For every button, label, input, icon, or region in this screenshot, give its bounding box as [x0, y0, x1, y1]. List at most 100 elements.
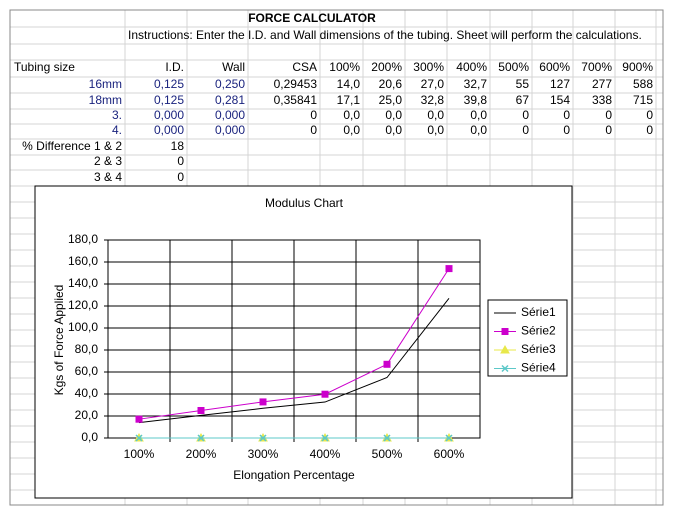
cell: 0,0	[385, 123, 402, 137]
cell: 0	[605, 123, 612, 137]
column-header: CSA	[292, 60, 317, 74]
cell: 18	[171, 139, 185, 153]
row-label: 16mm	[89, 77, 122, 91]
row-label: 3.	[112, 108, 122, 122]
cell: 0	[522, 123, 529, 137]
column-header: 600%	[539, 60, 570, 74]
cell: 0,0	[470, 123, 487, 137]
cell: 0,0	[343, 108, 360, 122]
x-tick-label: 400%	[310, 447, 341, 461]
cell: 0,0	[427, 108, 444, 122]
cell: 0,000	[154, 123, 184, 137]
x-tick-label: 100%	[124, 447, 155, 461]
cell: 0	[177, 170, 184, 184]
marker	[445, 265, 453, 273]
legend-label: Série1	[521, 305, 556, 319]
x-tick-label: 300%	[248, 447, 279, 461]
y-tick-label: 100,0	[68, 320, 98, 334]
y-tick-label: 120,0	[68, 298, 98, 312]
cell: 0,281	[215, 93, 245, 107]
cell: 0,125	[154, 93, 184, 107]
column-header: 500%	[498, 60, 529, 74]
cell: 0,0	[470, 108, 487, 122]
x-axis-label: Elongation Percentage	[233, 468, 355, 482]
cell: 277	[592, 77, 612, 91]
row-label: % Difference 1 & 2	[22, 139, 122, 153]
cell: 0,125	[154, 77, 184, 91]
column-header: 700%	[581, 60, 612, 74]
cell: 0	[646, 108, 653, 122]
x-tick-label: 500%	[372, 447, 403, 461]
cell: 0	[563, 123, 570, 137]
cell: 0,35841	[274, 93, 318, 107]
cell: 0	[563, 108, 570, 122]
instructions: Instructions: Enter the I.D. and Wall di…	[128, 28, 642, 42]
row-label: 2 & 3	[94, 154, 122, 168]
cell: 0,0	[427, 123, 444, 137]
cell: 27,0	[421, 77, 445, 91]
y-tick-label: 20,0	[75, 408, 99, 422]
column-header: Tubing size	[14, 60, 75, 74]
cell: 588	[633, 77, 653, 91]
row-label: 18mm	[89, 93, 122, 107]
cell: 32,8	[421, 93, 445, 107]
legend-label: Série2	[521, 324, 556, 338]
cell: 0,0	[343, 123, 360, 137]
cell: 0	[310, 108, 317, 122]
cell: 14,0	[337, 77, 361, 91]
legend-label: Série4	[521, 361, 556, 375]
cell: 0	[605, 108, 612, 122]
cell: 154	[550, 93, 570, 107]
cell: 0	[522, 108, 529, 122]
cell: 55	[516, 77, 530, 91]
cell: 0	[646, 123, 653, 137]
series-line	[138, 297, 450, 424]
column-header: 300%	[413, 60, 444, 74]
y-tick-label: 180,0	[68, 232, 98, 246]
y-tick-label: 140,0	[68, 276, 98, 290]
chart-title: Modulus Chart	[265, 196, 344, 210]
cell: 0,29453	[274, 77, 318, 91]
column-header: 400%	[456, 60, 487, 74]
y-axis-label: Kgs of Force Applied	[52, 285, 66, 396]
marker	[383, 360, 391, 368]
marker	[321, 434, 329, 442]
cell: 0,000	[215, 108, 245, 122]
column-header: 900%	[622, 60, 653, 74]
y-tick-label: 160,0	[68, 254, 98, 268]
marker	[445, 434, 453, 442]
marker	[135, 415, 143, 423]
marker	[500, 344, 510, 354]
cell: 67	[516, 93, 530, 107]
marker	[135, 434, 143, 442]
y-tick-label: 60,0	[75, 364, 99, 378]
marker	[197, 407, 205, 414]
marker	[501, 328, 509, 335]
cell: 0,000	[215, 123, 245, 137]
y-tick-label: 40,0	[75, 386, 99, 400]
cell: 32,7	[464, 77, 488, 91]
cell: 39,8	[464, 93, 488, 107]
frame	[9, 9, 664, 506]
cell: 715	[633, 93, 653, 107]
series-line	[138, 268, 450, 420]
cell: 0,250	[215, 77, 245, 91]
x-tick-label: 600%	[434, 447, 465, 461]
cell: 338	[592, 93, 612, 107]
cell: 0	[310, 123, 317, 137]
legend-label: Série3	[521, 342, 556, 356]
marker	[259, 398, 267, 406]
column-header: I.D.	[165, 60, 184, 74]
x-tick-label: 200%	[186, 447, 217, 461]
marker	[321, 390, 329, 398]
y-tick-label: 80,0	[75, 342, 99, 356]
y-tick-label: 0,0	[81, 430, 98, 444]
sheet-title: FORCE CALCULATOR	[248, 11, 376, 25]
cell: 0,0	[385, 108, 402, 122]
row-label: 3 & 4	[94, 170, 122, 184]
marker	[383, 434, 391, 442]
column-header: 100%	[329, 60, 360, 74]
row-label: 4.	[112, 123, 122, 137]
